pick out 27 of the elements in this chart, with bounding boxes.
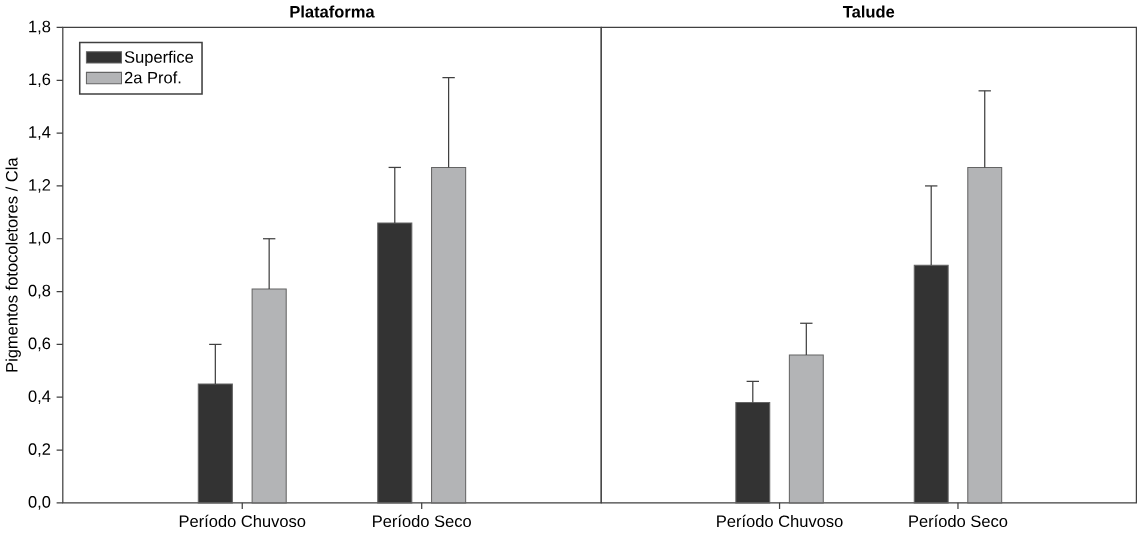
y-tick-label: 0,8 — [28, 284, 51, 299]
y-tick-label: 0,6 — [28, 337, 51, 352]
y-tick-label: 1,4 — [29, 126, 51, 141]
bar — [913, 264, 949, 504]
legend-label: 2a Prof. — [124, 71, 181, 84]
bar — [967, 167, 1003, 504]
y-axis-title: Pigmentos fotocoletores / Cla — [5, 157, 21, 372]
bar — [431, 167, 467, 504]
y-tick-label: 0,0 — [28, 496, 51, 510]
y-tick-label: 1,2 — [29, 179, 51, 193]
y-tick-label: 1,6 — [29, 73, 51, 88]
chart-title: Plataforma — [290, 5, 375, 18]
bar — [251, 288, 287, 504]
y-tick-label: 0,2 — [28, 443, 51, 458]
chart-title: Talude — [842, 5, 895, 18]
y-tick-label: 0,4 — [28, 390, 51, 405]
bar — [735, 402, 771, 504]
bar — [197, 383, 233, 504]
y-tick-label: 1,8 — [29, 20, 51, 35]
x-tick-label: Período Chuvoso — [179, 514, 306, 528]
x-tick-label: Período Seco — [909, 514, 1008, 528]
x-tick-label: Período Chuvoso — [717, 514, 843, 528]
bar — [788, 354, 824, 504]
y-tick-label: 1,0 — [29, 232, 51, 246]
bar — [377, 222, 413, 504]
x-tick-label: Período Seco — [373, 514, 471, 528]
legend-label: Superfice — [124, 50, 194, 67]
